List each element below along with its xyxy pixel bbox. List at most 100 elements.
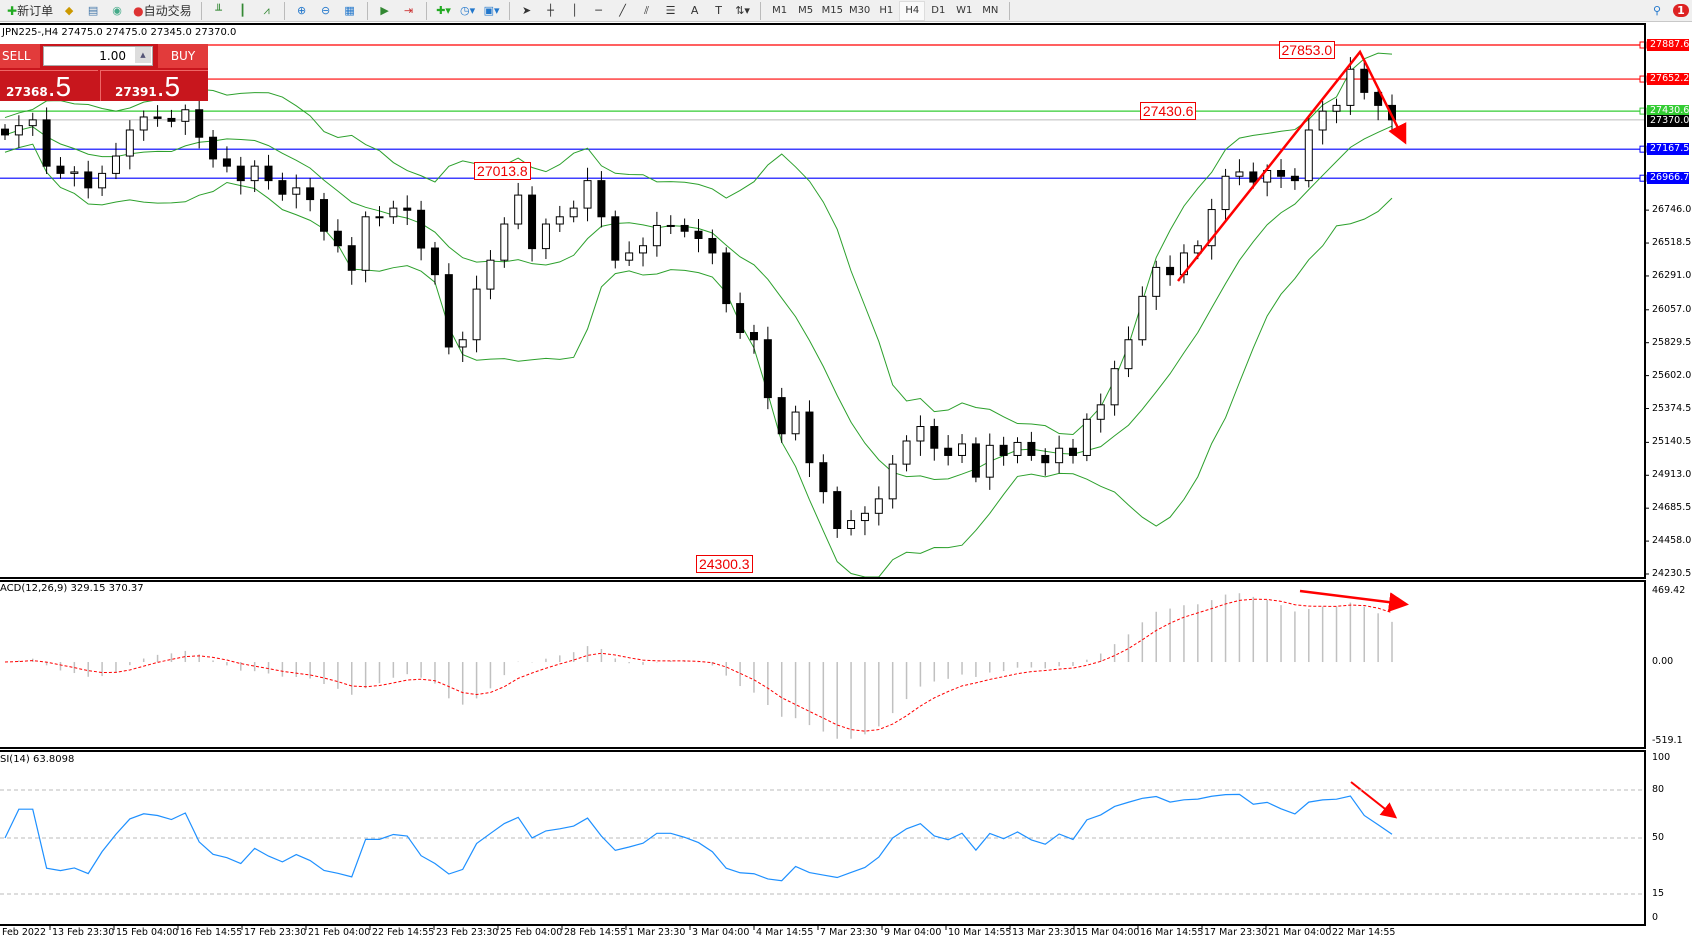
crosshair-icon[interactable]: ┼ bbox=[547, 4, 554, 17]
bearish-candle bbox=[222, 158, 231, 167]
level-handle bbox=[1639, 75, 1647, 83]
bullish-candle bbox=[361, 216, 370, 271]
trendline-icon[interactable]: ╱ bbox=[619, 4, 626, 17]
bullish-candle bbox=[98, 172, 107, 189]
notifications-button[interactable]: 1 bbox=[1670, 1, 1692, 21]
bullish-candle bbox=[652, 224, 661, 247]
price-tick: 26291.0 bbox=[1652, 269, 1692, 281]
data-window-icon[interactable]: ◆ bbox=[64, 4, 74, 17]
signal-icon[interactable]: ◉ bbox=[112, 4, 122, 17]
plus-icon: ✚ bbox=[7, 3, 18, 18]
bearish-candle bbox=[306, 187, 315, 201]
templates-icon[interactable]: ▣▾ bbox=[483, 4, 500, 17]
timeframe-mn[interactable]: MN bbox=[982, 5, 999, 16]
trend-arrow bbox=[1177, 49, 1407, 282]
sell-price[interactable]: 27368.5 bbox=[0, 70, 98, 102]
symbol-info: JPN225-,H4 27475.0 27475.0 27345.0 27370… bbox=[2, 27, 237, 38]
channel-icon[interactable]: ⫽ bbox=[644, 3, 650, 17]
time-axis-label: 13 Feb 23:30 bbox=[52, 927, 115, 938]
bar-chart-icon[interactable]: ╨ bbox=[215, 4, 222, 17]
auto-scroll-icon[interactable]: ▶ bbox=[380, 4, 389, 17]
lot-increase-button[interactable]: ▲ bbox=[135, 47, 151, 63]
bearish-candle bbox=[56, 165, 65, 174]
tile-windows-icon[interactable]: ▦ bbox=[344, 4, 355, 17]
bullish-candle bbox=[1124, 339, 1133, 370]
fibonacci-icon[interactable]: ☰ bbox=[665, 4, 676, 17]
bearish-candle bbox=[320, 199, 329, 232]
time-axis-label: 10 Mar 14:55 bbox=[948, 927, 1012, 938]
rsi-label: SI(14) 63.8098 bbox=[0, 754, 75, 765]
bullish-candle bbox=[555, 216, 564, 225]
bullish-candle bbox=[958, 443, 967, 456]
rsi-axis-label: 15 bbox=[1652, 888, 1665, 899]
rsi-axis-label: 80 bbox=[1652, 784, 1665, 795]
macd-signal-line bbox=[4, 598, 1393, 732]
time-axis-label: 15 Feb 04:00 bbox=[116, 927, 179, 938]
timeframe-h4[interactable]: H4 bbox=[899, 0, 926, 21]
timeframe-w1[interactable]: W1 bbox=[956, 5, 973, 16]
text-label-icon[interactable]: T bbox=[715, 4, 722, 17]
buy-price[interactable]: 27391.5 bbox=[100, 70, 208, 102]
timeframe-m5[interactable]: M5 bbox=[798, 5, 814, 16]
bullish-candle bbox=[541, 223, 550, 250]
horizontal-line-icon[interactable]: ─ bbox=[595, 4, 602, 17]
bearish-candle bbox=[680, 224, 689, 232]
bullish-candle bbox=[486, 259, 495, 290]
timeframe-d1[interactable]: D1 bbox=[931, 5, 946, 16]
bullish-candle bbox=[1096, 404, 1105, 420]
search-icon[interactable]: ⚲ bbox=[1652, 4, 1662, 17]
bearish-candle bbox=[930, 426, 939, 449]
price-tick: 24230.5 bbox=[1652, 568, 1692, 579]
bullish-candle bbox=[375, 216, 384, 219]
lot-size-input[interactable]: 1.00 bbox=[43, 46, 153, 66]
macd-pane-border bbox=[0, 580, 1646, 749]
time-axis-label: 1 Mar 23:30 bbox=[628, 927, 686, 938]
macd-label: ACD(12,26,9) 329.15 370.37 bbox=[0, 583, 144, 594]
timeframe-m1[interactable]: M1 bbox=[772, 5, 788, 16]
bearish-candle bbox=[971, 443, 980, 478]
arrows-icon[interactable]: ⇅▾ bbox=[735, 4, 750, 17]
bullish-candle bbox=[1221, 175, 1230, 211]
price-annotation: 27853.0 bbox=[1278, 41, 1336, 59]
zoom-in-icon[interactable]: ⊕ bbox=[296, 4, 307, 17]
bearish-candle bbox=[1027, 441, 1036, 456]
timeframe-m15[interactable]: M15 bbox=[821, 5, 843, 16]
bearish-candle bbox=[278, 180, 287, 195]
time-axis-label: 28 Feb 14:55 bbox=[564, 927, 627, 938]
bearish-candle bbox=[736, 303, 745, 334]
navigator-icon[interactable]: ▤ bbox=[87, 4, 99, 17]
sell-button[interactable]: SELL bbox=[0, 44, 40, 68]
new-order-button[interactable]: ✚ 新订单 bbox=[7, 3, 54, 19]
time-axis-label: 13 Mar 23:30 bbox=[1012, 927, 1076, 938]
bearish-candle bbox=[333, 230, 342, 247]
bearish-candle bbox=[84, 171, 93, 189]
level-price-label: 27430.6 bbox=[1647, 105, 1689, 118]
auto-trading-button[interactable]: ● 自动交易 bbox=[133, 3, 192, 19]
rsi-axis-label: 0 bbox=[1652, 912, 1659, 923]
text-icon[interactable]: A bbox=[690, 4, 699, 17]
price-tick: 26057.0 bbox=[1652, 303, 1692, 315]
candlestick-icon[interactable]: ┃ bbox=[239, 4, 246, 17]
timeframe-h1[interactable]: H1 bbox=[879, 5, 894, 16]
price-tick: 25374.5 bbox=[1652, 402, 1692, 414]
timeframe-m30[interactable]: M30 bbox=[848, 5, 871, 16]
time-axis-label: 21 Mar 04:00 bbox=[1268, 927, 1332, 938]
periods-icon[interactable]: ◷▾ bbox=[460, 4, 476, 17]
chart-shift-icon[interactable]: ⇥ bbox=[403, 4, 414, 17]
buy-button[interactable]: BUY bbox=[158, 44, 208, 68]
zoom-out-icon[interactable]: ⊖ bbox=[320, 4, 331, 17]
cursor-icon[interactable]: ➤ bbox=[521, 4, 532, 17]
bullish-candle bbox=[569, 207, 578, 218]
price-annotation: 24300.3 bbox=[695, 554, 753, 573]
vertical-line-icon[interactable]: │ bbox=[571, 4, 578, 17]
bearish-candle bbox=[1249, 171, 1258, 183]
bullish-candle bbox=[389, 207, 398, 218]
auto-trading-icon: ● bbox=[133, 3, 144, 18]
bullish-candle bbox=[514, 194, 523, 225]
line-chart-icon[interactable]: ⩘ bbox=[263, 3, 270, 17]
time-axis-label: 17 Mar 23:30 bbox=[1204, 927, 1268, 938]
indicators-icon[interactable]: ✚▾ bbox=[436, 4, 451, 17]
rsi-arrow bbox=[1350, 781, 1398, 819]
bearish-candle bbox=[347, 245, 356, 271]
